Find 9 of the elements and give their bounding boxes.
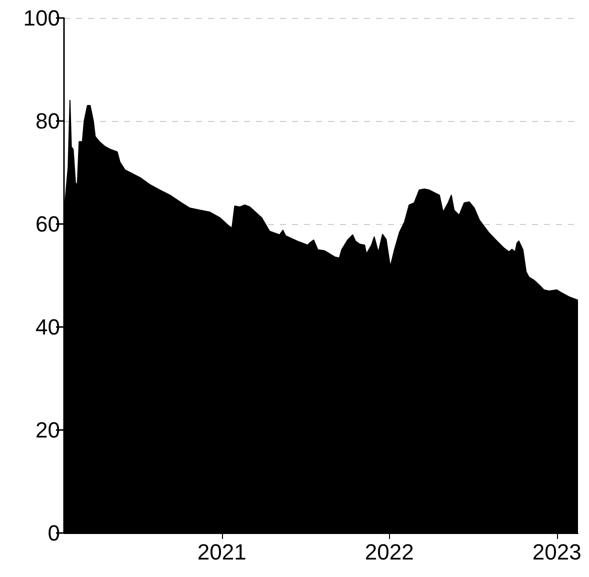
y-tick-label: 40	[36, 314, 60, 340]
y-tick-label: 60	[36, 212, 60, 236]
y-tick-label: 20	[36, 418, 60, 442]
x-tick-label: 2023	[532, 540, 582, 564]
x-tick-label: 2022	[364, 540, 414, 564]
y-tick-label: 80	[36, 108, 60, 134]
y-tick-label: 0	[48, 520, 60, 546]
y-tick-label: 100	[23, 6, 60, 30]
x-tick-label: 2021	[197, 540, 246, 564]
